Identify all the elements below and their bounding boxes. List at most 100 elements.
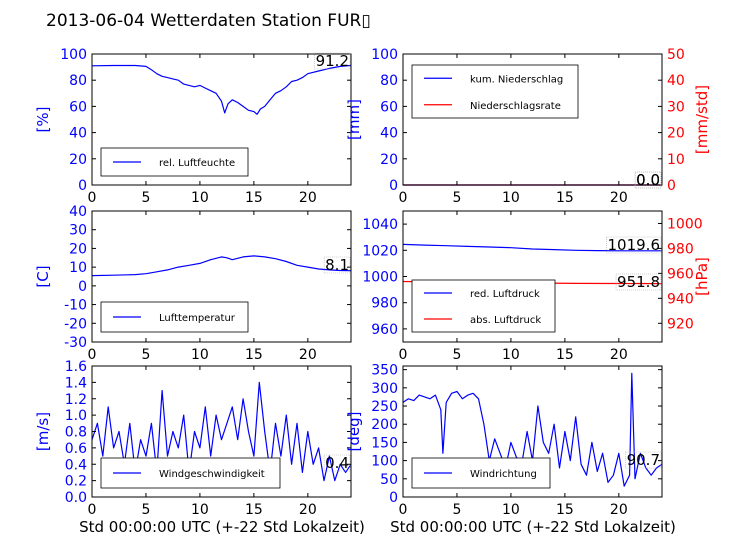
- panel-pressure: 0 5 10 15 20 960 980 1000 1020 1040 920 940 960 980 10…: [362, 210, 711, 363]
- x-tick-label: 0: [88, 190, 97, 206]
- y-tick-label: 960: [371, 322, 398, 338]
- series-line-humidity-0: [91, 64, 352, 115]
- y-tick-label: 50: [380, 472, 398, 488]
- y2-tick-label: 1000: [667, 216, 703, 232]
- value-box-temperature: [323, 256, 351, 274]
- x-tick-label: 20: [299, 347, 317, 363]
- value-box-pressure: [606, 236, 662, 254]
- y-tick-label: 0: [389, 490, 398, 506]
- value-box-windspeed: [323, 454, 351, 472]
- x-tick-label: 20: [610, 347, 628, 363]
- last-value-precip-0: 0.0: [636, 171, 660, 189]
- x-tick-label: 10: [502, 190, 520, 206]
- legend-label-precip-1: Niederschlagsrate: [470, 101, 561, 112]
- x-tick-label: 0: [88, 502, 97, 518]
- x-tick-label: 20: [610, 502, 628, 518]
- y-axis-label-windspeed: [m/s]: [34, 412, 52, 451]
- x-tick-label: 10: [191, 502, 209, 518]
- last-value-windspeed-0: 0.4: [325, 454, 349, 472]
- panel-winddir: 0 5 10 15 20050100150200250300350[deg]Windri…: [345, 363, 663, 518]
- y2-tick-label: 0: [667, 178, 676, 194]
- y-tick-label: 1.6: [65, 359, 87, 375]
- y2-axis-label-pressure: [hPa]: [693, 257, 711, 296]
- x-tick-label: 15: [556, 502, 574, 518]
- last-value-winddir-0: 90.7: [627, 451, 660, 469]
- y2-tick-label: 20: [667, 126, 685, 142]
- series-line-temperature-0: [91, 255, 352, 277]
- x-tick-label: 15: [556, 347, 574, 363]
- y-tick-label: 40: [380, 126, 398, 142]
- panel-temperature: 0 5 10 15 20 -30 -20 -10 0 10 20 30 40 [C] Lufttempera…: [34, 204, 352, 363]
- value-box-precip: [634, 171, 662, 189]
- x-tick-label: 5: [141, 190, 150, 206]
- legend-label-winddir-0: Windrichtung: [470, 469, 537, 480]
- x-tick-label: 5: [452, 347, 461, 363]
- x-tick-label: 5: [141, 347, 150, 363]
- y-tick-label: 200: [371, 417, 398, 433]
- y-axis-label-winddir: [deg]: [345, 412, 363, 452]
- y-tick-label: 80: [69, 73, 87, 89]
- y-tick-label: 0.4: [65, 457, 87, 473]
- y-tick-label: 1040: [362, 217, 398, 233]
- x-tick-label: 5: [452, 502, 461, 518]
- y-tick-label: 40: [69, 204, 87, 220]
- series-line-pressure-0: [402, 243, 662, 252]
- x-tick-label: 10: [502, 502, 520, 518]
- x-tick-label: 0: [399, 190, 408, 206]
- y2-tick-label: 960: [667, 266, 694, 282]
- y-tick-label: 20: [69, 241, 87, 257]
- y-tick-label: 1.4: [65, 375, 87, 391]
- value-box-winddir: [625, 451, 662, 469]
- x-tick-label: 15: [556, 190, 574, 206]
- y-tick-label: 0.8: [65, 425, 87, 441]
- y2-tick-label: 30: [667, 99, 685, 115]
- y-tick-label: 0: [78, 178, 87, 194]
- y-tick-label: -30: [64, 335, 87, 351]
- last-value-pressure-0: 1019.6: [608, 236, 661, 254]
- x-axis-label-left: Std 00:00:00 UTC (+-22 Std Lokalzeit): [79, 518, 365, 536]
- y-tick-label: 0.2: [65, 474, 87, 490]
- last-value-pressure-1: 951.8: [617, 273, 660, 291]
- legend-box-winddir: [411, 457, 551, 489]
- y2-tick-label: 940: [667, 291, 694, 307]
- last-value-humidity-0: 91.2: [316, 52, 349, 70]
- y-axis-label-humidity: [%]: [34, 107, 52, 133]
- y-tick-label: 0.0: [65, 490, 87, 506]
- x-tick-label: 15: [245, 347, 263, 363]
- value-box-pressure: [615, 273, 662, 291]
- y-tick-label: 0: [389, 178, 398, 194]
- axes-frame-humidity: [91, 53, 352, 186]
- y-tick-label: 40: [69, 126, 87, 142]
- y-tick-label: 300: [371, 381, 398, 397]
- y-tick-label: 60: [69, 99, 87, 115]
- axes-frame-temperature: [91, 210, 352, 343]
- x-axis-label-right: Std 00:00:00 UTC (+-22 Std Lokalzeit): [390, 518, 676, 536]
- legend-label-humidity-0: rel. Luftfeuchte: [159, 158, 235, 169]
- legend-box-pressure: [411, 279, 556, 333]
- y-tick-label: -10: [64, 298, 87, 314]
- x-tick-label: 20: [299, 502, 317, 518]
- legend-label-pressure-1: abs. Luftdruck: [470, 315, 541, 326]
- last-value-temperature-0: 8.1: [325, 256, 349, 274]
- y-tick-label: 1000: [362, 270, 398, 286]
- value-box-humidity: [314, 52, 351, 70]
- y-tick-label: 0.6: [65, 441, 87, 457]
- axes-frame-winddir: [402, 365, 663, 498]
- y-tick-label: 80: [380, 73, 398, 89]
- panel-precip: 0 5 10 15 20 0 20 40 60 80 100 0 10 20 30 40 50 [mm] [mm/s…: [345, 47, 711, 206]
- axes-frame-precip: [402, 53, 663, 186]
- y-tick-label: 350: [371, 363, 398, 379]
- x-tick-label: 10: [191, 347, 209, 363]
- x-tick-label: 20: [299, 190, 317, 206]
- legend-label-windspeed-0: Windgeschwindigkeit: [159, 469, 265, 480]
- legend-label-precip-0: kum. Niederschlag: [470, 74, 563, 85]
- x-tick-label: 15: [245, 502, 263, 518]
- y2-tick-label: 920: [667, 316, 694, 332]
- figure-title: 2013-06-04 Wetterdaten Station FUR▯: [46, 11, 371, 31]
- y-tick-label: 250: [371, 399, 398, 415]
- legend-label-pressure-0: red. Luftdruck: [470, 289, 540, 300]
- y-tick-label: 100: [60, 47, 87, 63]
- y-tick-label: 20: [380, 152, 398, 168]
- y-tick-label: 60: [380, 99, 398, 115]
